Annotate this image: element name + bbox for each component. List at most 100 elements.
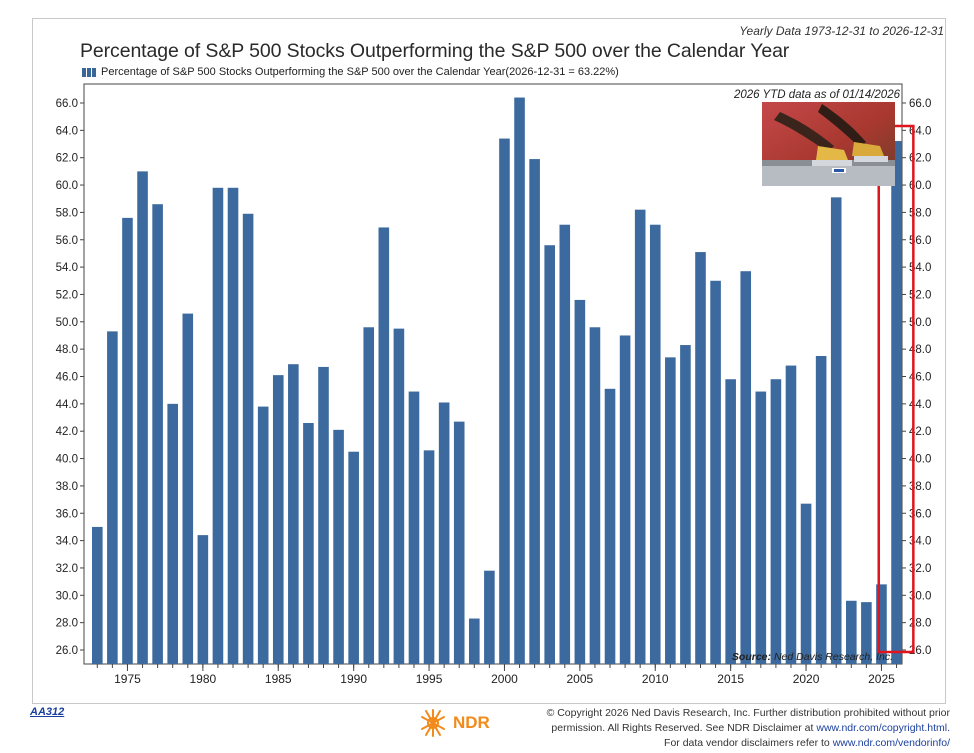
chart-title: Percentage of S&P 500 Stocks Outperformi… (80, 40, 790, 62)
vendor-disclaimer-text: For data vendor disclaimers refer to (664, 737, 830, 749)
sprinter-starting-blocks-photo (762, 102, 895, 186)
bar-2016 (740, 271, 752, 664)
bar-2018 (770, 379, 782, 664)
bar-2026 (891, 141, 902, 665)
x-tick-label: 2010 (642, 672, 669, 686)
bar-2013 (695, 252, 706, 664)
y-tick-label-left: 44.0 (56, 399, 78, 411)
bar-2005 (574, 299, 586, 664)
y-tick-label-right: 48.0 (909, 344, 931, 356)
copyright-line-1: © Copyright 2026 Ned Davis Research, Inc… (546, 707, 950, 719)
source-note: Source: Ned Davis Research, Inc. (732, 651, 893, 663)
copyright-link[interactable]: www.ndr.com/copyright.html. (816, 722, 950, 734)
x-tick-label: 1975 (114, 672, 141, 686)
bar-2020 (800, 503, 812, 664)
chart-annotations: 2026 YTD data as of 01/14/2026 Source: Ne… (732, 89, 915, 663)
bar-1980 (197, 535, 209, 664)
bar-2014 (710, 280, 721, 664)
y-tick-label-left: 64.0 (56, 125, 78, 137)
bar-2011 (665, 357, 676, 664)
y-tick-label-right: 58.0 (909, 207, 931, 219)
bar-2002 (529, 159, 540, 664)
bar-1976 (137, 171, 148, 664)
y-tick-label-right: 54.0 (909, 262, 931, 274)
highlight-box-2026 (877, 124, 915, 654)
ndr-brand-text: NDR (453, 713, 490, 732)
x-tick-label: 2005 (567, 672, 594, 686)
bar-1999 (484, 570, 495, 664)
y-tick-label-right: 38.0 (909, 481, 931, 493)
bar-1977 (152, 204, 163, 664)
bar-1981 (212, 187, 224, 664)
tick-labels: 26.0 26.0 28.0 28.0 30.0 30.0 32.0 32.0 34.0 34.0… (56, 98, 932, 686)
y-tick-label-left: 34.0 (56, 536, 78, 548)
bar-1988 (318, 366, 329, 664)
bar-1991 (363, 327, 375, 664)
y-tick-label-left: 32.0 (56, 563, 78, 575)
bar-1996 (438, 402, 450, 664)
y-tick-label-right: 36.0 (909, 508, 931, 520)
bar-1975 (122, 217, 133, 664)
bar-2000 (499, 138, 510, 664)
ndr-logo: NDR (416, 707, 490, 739)
legend-swatch (82, 67, 97, 77)
bar-2004 (559, 224, 571, 664)
y-tick-label-right: 30.0 (909, 590, 931, 602)
bars (92, 97, 902, 665)
bar-2025 (876, 584, 887, 664)
copyright-line-2-text: permission. All Rights Reserved. See NDR… (551, 722, 814, 734)
bar-1983 (242, 213, 254, 664)
bar-1984 (257, 406, 269, 664)
y-tick-label-left: 30.0 (56, 590, 78, 602)
y-tick-label-right: 40.0 (909, 454, 931, 466)
ytd-note: 2026 YTD data as of 01/14/2026 (733, 89, 901, 101)
y-tick-label-left: 52.0 (56, 289, 78, 301)
y-tick-label-right: 46.0 (909, 372, 931, 384)
y-tick-label-right: 56.0 (909, 235, 931, 247)
date-range-label: Yearly Data 1973-12-31 to 2026-12-31 (739, 24, 944, 38)
bar-2012 (680, 345, 691, 664)
bar-2021 (815, 355, 827, 664)
bar-2007 (604, 388, 616, 664)
copyright-notice: © Copyright 2026 Ned Davis Research, Inc… (547, 706, 950, 751)
ndr-logo-icon (421, 709, 445, 737)
y-tick-label-left: 48.0 (56, 344, 78, 356)
y-tick-label-right: 66.0 (909, 98, 931, 110)
bar-1992 (378, 227, 390, 664)
bar-1979 (182, 313, 194, 664)
source-text: Ned Davis Research, Inc. (774, 651, 893, 663)
y-tick-label-right: 50.0 (909, 317, 931, 329)
bar-2017 (755, 391, 767, 664)
bar-2003 (544, 245, 555, 664)
y-tick-label-left: 66.0 (56, 98, 78, 110)
y-tick-label-right: 32.0 (909, 563, 931, 575)
bar-2009 (634, 209, 646, 665)
y-tick-label-right: 28.0 (909, 618, 931, 630)
y-tick-label-left: 56.0 (56, 235, 78, 247)
source-label: Source: (732, 651, 774, 663)
bar-1973 (92, 526, 103, 664)
y-tick-label-right: 52.0 (909, 289, 931, 301)
bar-2015 (725, 379, 736, 664)
y-tick-label-left: 36.0 (56, 508, 78, 520)
bar-1974 (107, 331, 118, 664)
bar-2023 (846, 600, 857, 664)
chart-frame (32, 18, 946, 704)
y-tick-label-left: 40.0 (56, 454, 78, 466)
bar-2001 (514, 97, 525, 664)
vendor-info-link[interactable]: www.ndr.com/vendorinfo/ (832, 737, 950, 749)
bar-1998 (469, 618, 480, 664)
bar-1982 (227, 187, 239, 664)
legend-label: Percentage of S&P 500 Stocks Outperformi… (101, 66, 619, 78)
y-tick-label-left: 54.0 (56, 262, 78, 274)
y-tick-label-right: 62.0 (909, 153, 931, 165)
bar-1985 (272, 375, 284, 664)
x-tick-label: 2000 (491, 672, 518, 686)
x-tick-label: 2020 (793, 672, 820, 686)
bar-2006 (589, 327, 601, 664)
x-tick-label: 1995 (416, 672, 443, 686)
bar-1989 (333, 429, 344, 664)
y-tick-label-left: 38.0 (56, 481, 78, 493)
chart-code-link[interactable]: AA312 (30, 706, 65, 718)
